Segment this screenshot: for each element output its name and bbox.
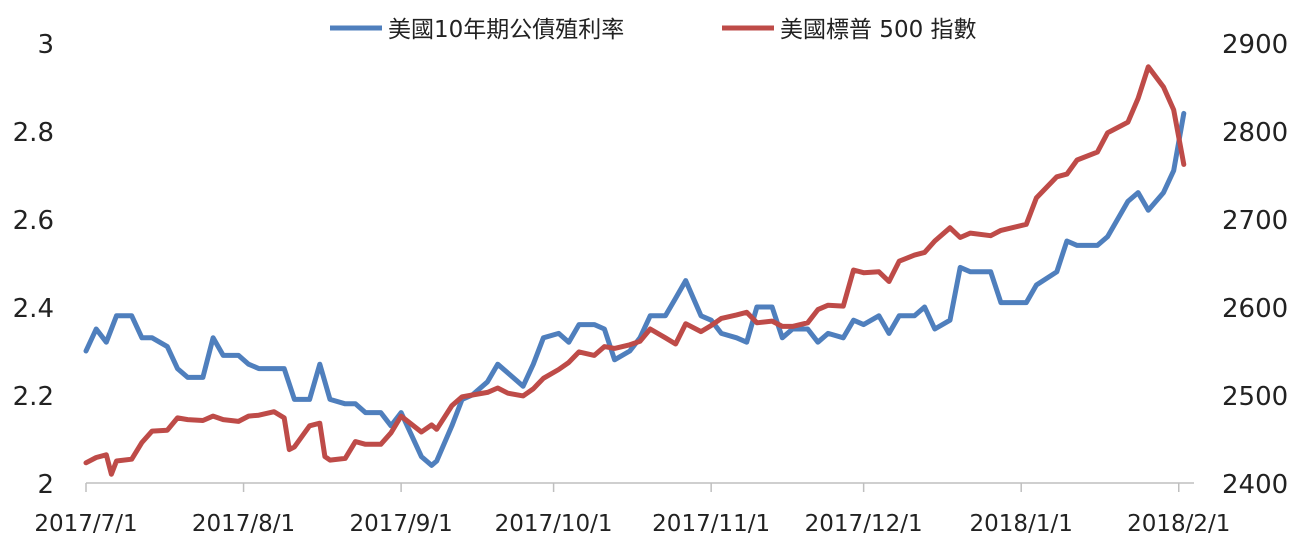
x-tick-label: 2017/8/1 (192, 511, 295, 537)
x-tick-label: 2017/7/1 (34, 511, 137, 537)
left-tick-label: 2.4 (13, 294, 54, 324)
right-tick-label: 2900 (1222, 30, 1288, 60)
x-tick-label: 2017/12/1 (805, 511, 923, 537)
left-axis-ticks: 2 2.2 2.4 2.6 2.8 3 (13, 30, 54, 500)
series-line-sp500 (83, 64, 1187, 477)
right-tick-label: 2500 (1222, 382, 1288, 412)
x-tick-label: 2017/11/1 (652, 511, 770, 537)
right-tick-label: 2600 (1222, 294, 1288, 324)
series-line-treasury-yield (83, 110, 1187, 468)
right-tick-label: 2400 (1222, 470, 1288, 500)
legend: 美國10年期公債殖利率 美國標普 500 指數 (330, 17, 977, 43)
x-tick-label: 2017/10/1 (495, 511, 613, 537)
x-tick-label: 2018/2/1 (1127, 511, 1230, 537)
right-tick-label: 2800 (1222, 118, 1288, 148)
series-lines (83, 64, 1187, 477)
left-tick-label: 2.6 (13, 206, 54, 236)
left-tick-label: 2.2 (13, 382, 54, 412)
x-axis-ticks: 2017/7/1 2017/8/1 2017/9/1 2017/10/1 2017/11… (34, 483, 1230, 537)
legend-label-treasury-yield: 美國10年期公債殖利率 (388, 17, 624, 43)
left-tick-label: 2.8 (13, 118, 54, 148)
left-tick-label: 3 (37, 30, 54, 60)
left-tick-label: 2 (37, 470, 54, 500)
x-tick-label: 2017/9/1 (349, 511, 452, 537)
x-tick-label: 2018/1/1 (970, 511, 1073, 537)
legend-label-sp500: 美國標普 500 指數 (780, 17, 977, 43)
right-tick-label: 2700 (1222, 206, 1288, 236)
right-axis-ticks: 2400 2500 2600 2700 2800 2900 (1222, 30, 1288, 500)
